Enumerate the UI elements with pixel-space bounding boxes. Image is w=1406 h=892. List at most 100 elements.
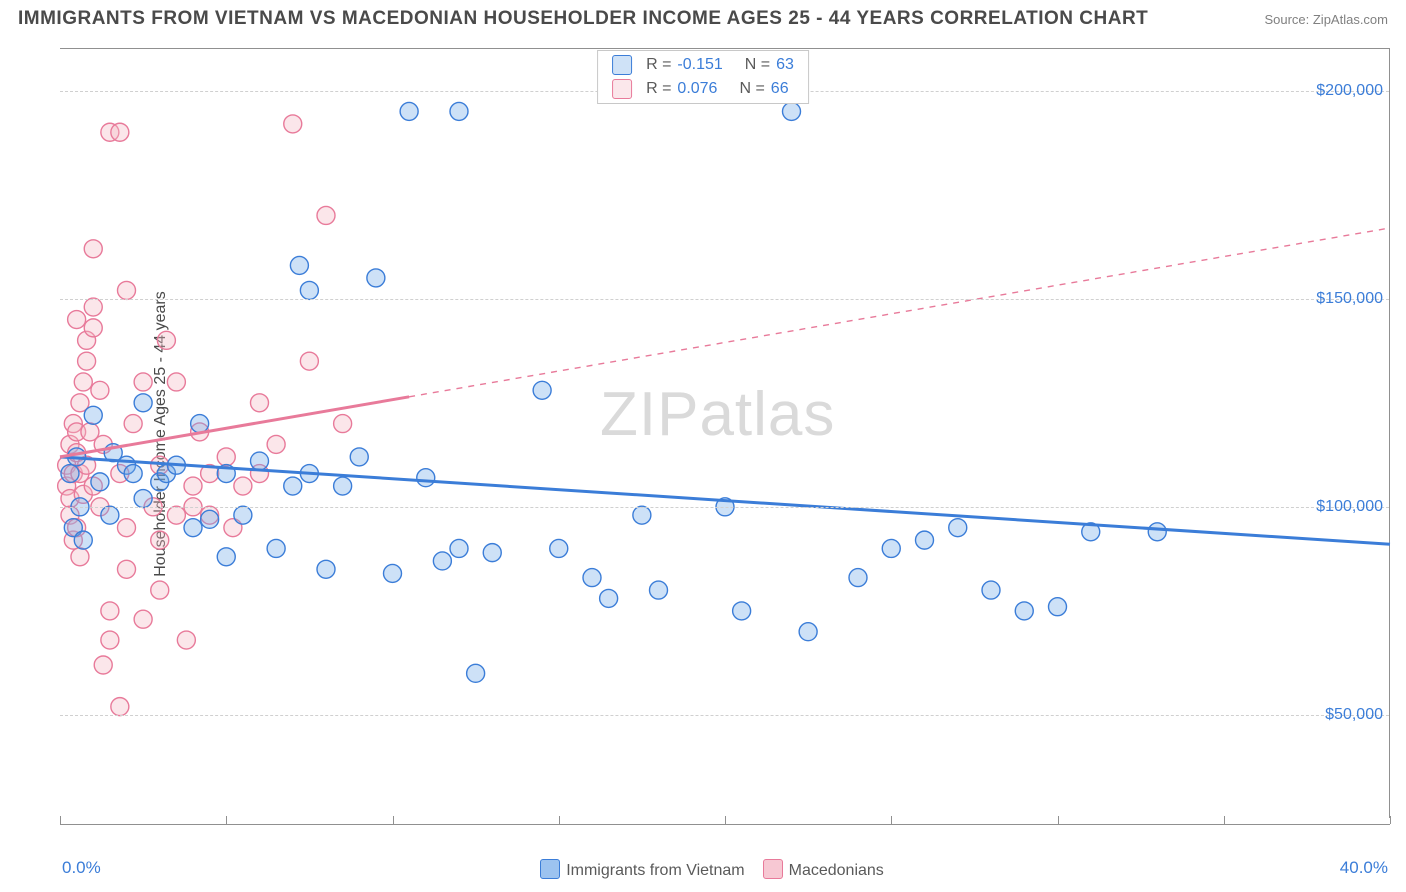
scatter-point — [234, 506, 252, 524]
scatter-point — [433, 552, 451, 570]
scatter-point — [450, 539, 468, 557]
scatter-point — [184, 519, 202, 537]
y-tick-label: $200,000 — [1316, 82, 1383, 100]
stat-n-label: N = — [745, 56, 770, 74]
scatter-point — [71, 548, 89, 566]
legend-swatch — [763, 859, 783, 879]
scatter-point — [84, 406, 102, 424]
page-title: IMMIGRANTS FROM VIETNAM VS MACEDONIAN HO… — [18, 8, 1148, 30]
scatter-point — [118, 560, 136, 578]
legend-label: Immigrants from Vietnam — [566, 862, 744, 879]
scatter-point — [949, 519, 967, 537]
scatter-point — [267, 435, 285, 453]
scatter-point — [916, 531, 934, 549]
scatter-point — [91, 473, 109, 491]
stats-legend-row: R =0.076N =66 — [598, 77, 808, 101]
scatter-point — [367, 269, 385, 287]
scatter-point — [600, 589, 618, 607]
scatter-point — [78, 352, 96, 370]
source-label: Source: — [1264, 12, 1312, 27]
scatter-point — [184, 477, 202, 495]
stat-r-value: -0.151 — [677, 56, 722, 74]
scatter-point — [1148, 523, 1166, 541]
y-tick-label: $50,000 — [1325, 706, 1383, 724]
scatter-point — [84, 298, 102, 316]
scatter-point — [300, 281, 318, 299]
scatter-point — [61, 465, 79, 483]
scatter-point — [74, 373, 92, 391]
stat-n-value: 63 — [776, 56, 794, 74]
scatter-point — [583, 569, 601, 587]
scatter-point — [799, 623, 817, 641]
scatter-point — [290, 256, 308, 274]
scatter-point — [633, 506, 651, 524]
x-tick — [725, 816, 726, 824]
scatter-point — [284, 477, 302, 495]
scatter-point — [68, 311, 86, 329]
scatter-point — [157, 331, 175, 349]
chart-plot-area: Householder Income Ages 25 - 44 years ZI… — [60, 48, 1390, 818]
scatter-point — [982, 581, 1000, 599]
stat-r-label: R = — [646, 56, 671, 74]
scatter-point — [334, 415, 352, 433]
x-tick — [1058, 816, 1059, 824]
scatter-point — [134, 490, 152, 508]
scatter-point — [124, 415, 142, 433]
scatter-point — [1049, 598, 1067, 616]
scatter-point — [650, 581, 668, 599]
scatter-point — [201, 510, 219, 528]
scatter-point — [882, 539, 900, 557]
scatter-point — [118, 519, 136, 537]
stat-n-label: N = — [739, 80, 764, 98]
stats-legend-box: R =-0.151N =63R =0.076N =66 — [597, 50, 809, 104]
scatter-point — [251, 452, 269, 470]
scatter-point — [84, 240, 102, 258]
scatter-point — [417, 469, 435, 487]
scatter-point — [300, 352, 318, 370]
scatter-point — [167, 373, 185, 391]
scatter-point — [234, 477, 252, 495]
stat-n-value: 66 — [771, 80, 789, 98]
scatter-point — [467, 664, 485, 682]
scatter-point — [167, 506, 185, 524]
scatter-point — [450, 102, 468, 120]
x-tick — [60, 816, 61, 824]
scatter-point — [118, 281, 136, 299]
scatter-point — [267, 539, 285, 557]
scatter-point — [91, 381, 109, 399]
scatter-point — [317, 206, 335, 224]
scatter-point — [134, 610, 152, 628]
x-tick — [1224, 816, 1225, 824]
legend-label: Macedonians — [789, 862, 884, 879]
scatter-point — [74, 531, 92, 549]
scatter-point — [251, 394, 269, 412]
trend-line-dashed — [409, 228, 1390, 397]
chart-svg — [60, 49, 1389, 818]
scatter-point — [350, 448, 368, 466]
scatter-point — [284, 115, 302, 133]
trend-line-solid — [60, 457, 1390, 544]
scatter-point — [849, 569, 867, 587]
scatter-point — [783, 102, 801, 120]
y-gridline — [60, 507, 1389, 508]
x-tick — [559, 816, 560, 824]
scatter-point — [84, 319, 102, 337]
x-axis-line — [60, 824, 1390, 825]
stat-r-value: 0.076 — [677, 80, 717, 98]
x-tick — [393, 816, 394, 824]
scatter-point — [134, 373, 152, 391]
scatter-point — [191, 415, 209, 433]
scatter-point — [151, 581, 169, 599]
scatter-point — [384, 564, 402, 582]
scatter-point — [533, 381, 551, 399]
y-gridline — [60, 299, 1389, 300]
scatter-point — [124, 465, 142, 483]
scatter-point — [400, 102, 418, 120]
scatter-point — [1015, 602, 1033, 620]
y-tick-label: $100,000 — [1316, 498, 1383, 516]
scatter-point — [151, 531, 169, 549]
scatter-point — [177, 631, 195, 649]
legend-swatch — [612, 79, 632, 99]
scatter-point — [94, 656, 112, 674]
legend-swatch — [612, 55, 632, 75]
